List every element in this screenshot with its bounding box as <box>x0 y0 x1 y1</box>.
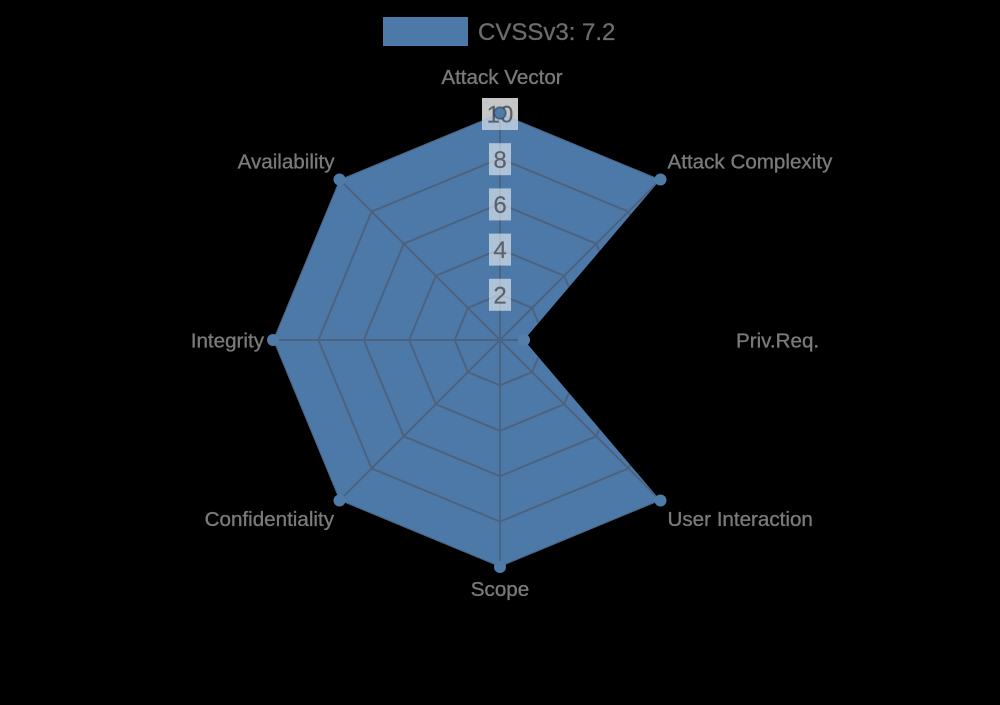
svg-text:CVSSv3: 7.2: CVSSv3: 7.2 <box>478 19 615 46</box>
svg-text:Scope: Scope <box>471 578 529 601</box>
svg-text:Availability: Availability <box>238 150 336 173</box>
svg-text:8: 8 <box>493 147 506 174</box>
svg-text:Priv.Req.: Priv.Req. <box>736 329 819 352</box>
svg-text:Attack Vector: Attack Vector <box>441 66 562 89</box>
svg-text:6: 6 <box>493 192 506 219</box>
svg-text:User Interaction: User Interaction <box>668 508 813 531</box>
svg-text:Attack Complexity: Attack Complexity <box>668 150 834 173</box>
svg-text:4: 4 <box>493 237 506 264</box>
svg-text:10: 10 <box>487 102 514 129</box>
svg-text:2: 2 <box>493 282 506 309</box>
svg-text:Confidentiality: Confidentiality <box>205 508 335 531</box>
svg-text:Integrity: Integrity <box>191 329 265 352</box>
